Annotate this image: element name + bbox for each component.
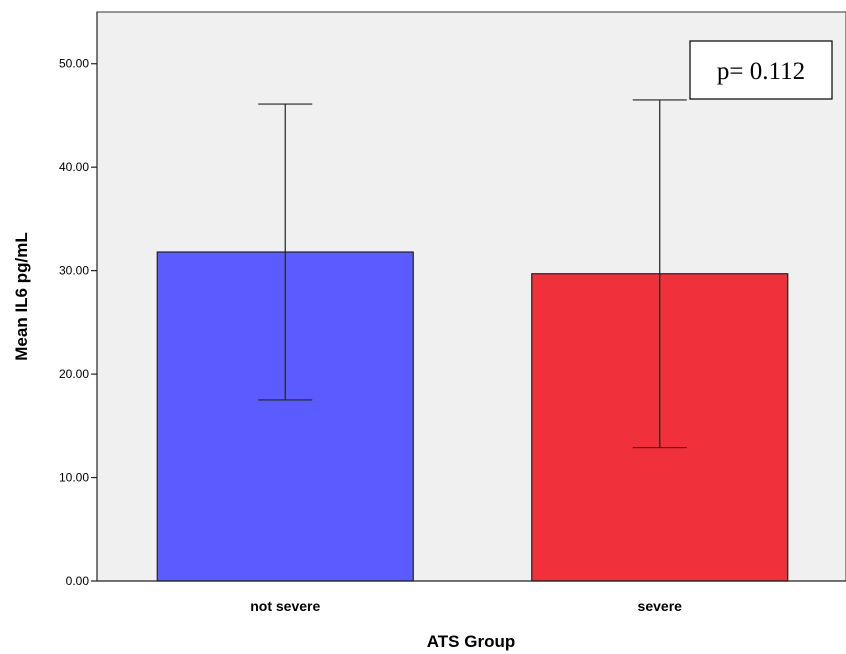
p-value-annotation: p= 0.112: [689, 40, 833, 100]
error-bar-not-severe: [258, 103, 313, 401]
annotation-text: p= 0.112: [717, 58, 805, 85]
x-tick-label: not severe: [250, 598, 320, 614]
y-tick-label: 0.00: [66, 574, 90, 588]
y-tick-label: 20.00: [59, 367, 89, 381]
y-tick-label: 30.00: [59, 264, 89, 278]
y-axis-title: Mean IL6 pg/mL: [12, 232, 31, 360]
x-tick-label: severe: [638, 598, 683, 614]
y-tick-label: 40.00: [59, 160, 89, 174]
annotation-box: [689, 40, 833, 100]
y-tick-label: 50.00: [59, 57, 89, 71]
error-bar-severe: [632, 99, 687, 449]
y-tick-label: 10.00: [59, 471, 89, 485]
x-axis-title: ATS Group: [427, 632, 515, 651]
